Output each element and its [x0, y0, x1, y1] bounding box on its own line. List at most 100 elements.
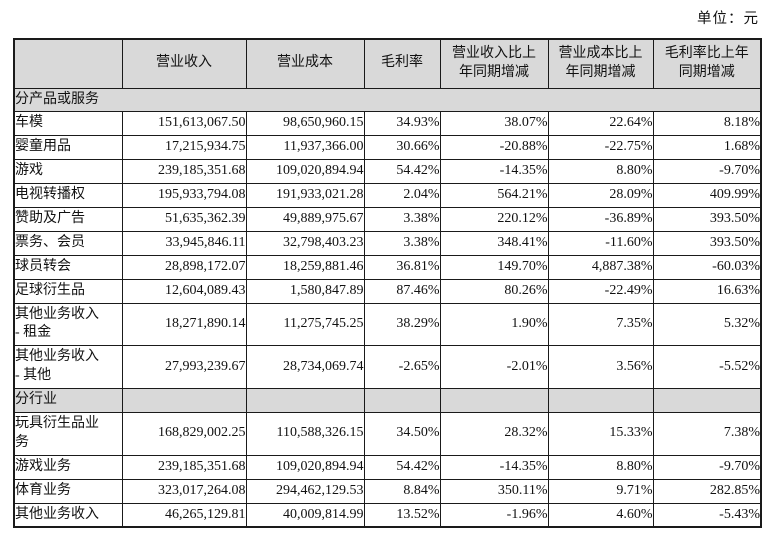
- value-cell: 36.81%: [363, 254, 441, 280]
- value-cell: 393.50%: [652, 230, 762, 256]
- value-cell: 5.32%: [652, 302, 762, 347]
- value-cell: -11.60%: [547, 230, 654, 256]
- value-cell: -9.70%: [652, 159, 762, 185]
- value-cell: 30.66%: [363, 135, 441, 161]
- value-cell: 28.32%: [439, 411, 549, 456]
- row-label: 其他业务收入 - 租金: [13, 302, 123, 347]
- value-cell: 34.50%: [363, 411, 441, 456]
- unit-label: 单位：元: [697, 11, 759, 27]
- empty-cell: [439, 388, 549, 413]
- empty-cell: [121, 388, 247, 413]
- value-cell: 12,604,089.43: [121, 278, 247, 304]
- value-cell: 49,889,975.67: [245, 206, 365, 232]
- table-row: 票务、会员 33,945,846.11 32,798,403.23 3.38% 348.…: [13, 230, 762, 256]
- value-cell: 15.33%: [547, 411, 654, 456]
- empty-cell: [652, 388, 762, 413]
- value-cell: -20.88%: [439, 135, 549, 161]
- value-cell: -9.70%: [652, 454, 762, 480]
- row-label: 婴童用品: [13, 135, 123, 161]
- value-cell: 1,580,847.89: [245, 278, 365, 304]
- column-header-rowlabel: [13, 38, 123, 89]
- table-row: 球员转会 28,898,172.07 18,259,881.46 36.81% 149.…: [13, 254, 762, 280]
- column-header-5: 营业成本比上 年同期增减: [547, 38, 654, 89]
- value-cell: 294,462,129.53: [245, 478, 365, 504]
- value-cell: -2.65%: [363, 345, 441, 390]
- table-row: 其他业务收入 - 其他 27,993,239.67 28,734,069.74 -2.…: [13, 345, 762, 390]
- value-cell: 168,829,002.25: [121, 411, 247, 456]
- value-cell: -1.96%: [439, 502, 549, 528]
- value-cell: 239,185,351.68: [121, 159, 247, 185]
- table-header-row: 营业收入 营业成本 毛利率 营业收入比上 年同期增减 营业成本比上 年同期增减 毛利率比上…: [13, 38, 762, 89]
- table-row: 赞助及广告 51,635,362.39 49,889,975.67 3.38% 220.…: [13, 206, 762, 232]
- value-cell: -5.43%: [652, 502, 762, 528]
- value-cell: -60.03%: [652, 254, 762, 280]
- table-row: 车模 151,613,067.50 98,650,960.15 34.93% 38.07…: [13, 111, 762, 137]
- value-cell: 4,887.38%: [547, 254, 654, 280]
- value-cell: 38.07%: [439, 111, 549, 137]
- value-cell: 3.56%: [547, 345, 654, 390]
- value-cell: 7.35%: [547, 302, 654, 347]
- row-label: 票务、会员: [13, 230, 123, 256]
- column-header-3: 毛利率: [363, 38, 441, 89]
- row-label: 其他业务收入: [13, 502, 123, 528]
- value-cell: 2.04%: [363, 183, 441, 208]
- value-cell: 1.68%: [652, 135, 762, 161]
- value-cell: 27,993,239.67: [121, 345, 247, 390]
- table-row: 其他业务收入 46,265,129.81 40,009,814.99 13.52% -1…: [13, 502, 762, 528]
- row-label: 游戏: [13, 159, 123, 185]
- value-cell: 51,635,362.39: [121, 206, 247, 232]
- value-cell: -2.01%: [439, 345, 549, 390]
- value-cell: -22.49%: [547, 278, 654, 304]
- value-cell: 149.70%: [439, 254, 549, 280]
- value-cell: 28.09%: [547, 183, 654, 208]
- table-row: 其他业务收入 - 租金 18,271,890.14 11,275,745.25 38.…: [13, 302, 762, 347]
- value-cell: 191,933,021.28: [245, 183, 365, 208]
- table-row: 体育业务 323,017,264.08 294,462,129.53 8.84% 350…: [13, 478, 762, 504]
- row-label: 赞助及广告: [13, 206, 123, 232]
- value-cell: 409.99%: [652, 183, 762, 208]
- table-row: 游戏业务 239,185,351.68 109,020,894.94 54.42% -1…: [13, 454, 762, 480]
- value-cell: -14.35%: [439, 454, 549, 480]
- row-label: 游戏业务: [13, 454, 123, 480]
- value-cell: 34.93%: [363, 111, 441, 137]
- value-cell: 564.21%: [439, 183, 549, 208]
- value-cell: 16.63%: [652, 278, 762, 304]
- value-cell: 98,650,960.15: [245, 111, 365, 137]
- value-cell: 109,020,894.94: [245, 454, 365, 480]
- value-cell: 18,271,890.14: [121, 302, 247, 347]
- value-cell: 11,937,366.00: [245, 135, 365, 161]
- row-label: 其他业务收入 - 其他: [13, 345, 123, 390]
- value-cell: 38.29%: [363, 302, 441, 347]
- value-cell: 195,933,794.08: [121, 183, 247, 208]
- value-cell: 8.80%: [547, 454, 654, 480]
- value-cell: 87.46%: [363, 278, 441, 304]
- value-cell: 1.90%: [439, 302, 549, 347]
- value-cell: 8.84%: [363, 478, 441, 504]
- value-cell: 348.41%: [439, 230, 549, 256]
- value-cell: 220.12%: [439, 206, 549, 232]
- value-cell: 7.38%: [652, 411, 762, 456]
- value-cell: 9.71%: [547, 478, 654, 504]
- value-cell: 110,588,326.15: [245, 411, 365, 456]
- row-label: 玩具衍生品业 务: [13, 411, 123, 456]
- value-cell: 11,275,745.25: [245, 302, 365, 347]
- section-header-row: 分行业: [13, 388, 762, 413]
- section-label: 分产品或服务: [13, 87, 762, 113]
- empty-cell: [245, 388, 365, 413]
- value-cell: 239,185,351.68: [121, 454, 247, 480]
- value-cell: 54.42%: [363, 159, 441, 185]
- section-label: 分行业: [13, 388, 123, 413]
- value-cell: 46,265,129.81: [121, 502, 247, 528]
- value-cell: 18,259,881.46: [245, 254, 365, 280]
- value-cell: 3.38%: [363, 206, 441, 232]
- column-header-6: 毛利率比上年 同期增减: [652, 38, 762, 89]
- row-label: 电视转播权: [13, 183, 123, 208]
- row-label: 车模: [13, 111, 123, 137]
- value-cell: 151,613,067.50: [121, 111, 247, 137]
- value-cell: 4.60%: [547, 502, 654, 528]
- value-cell: 28,898,172.07: [121, 254, 247, 280]
- value-cell: -14.35%: [439, 159, 549, 185]
- value-cell: -36.89%: [547, 206, 654, 232]
- value-cell: 22.64%: [547, 111, 654, 137]
